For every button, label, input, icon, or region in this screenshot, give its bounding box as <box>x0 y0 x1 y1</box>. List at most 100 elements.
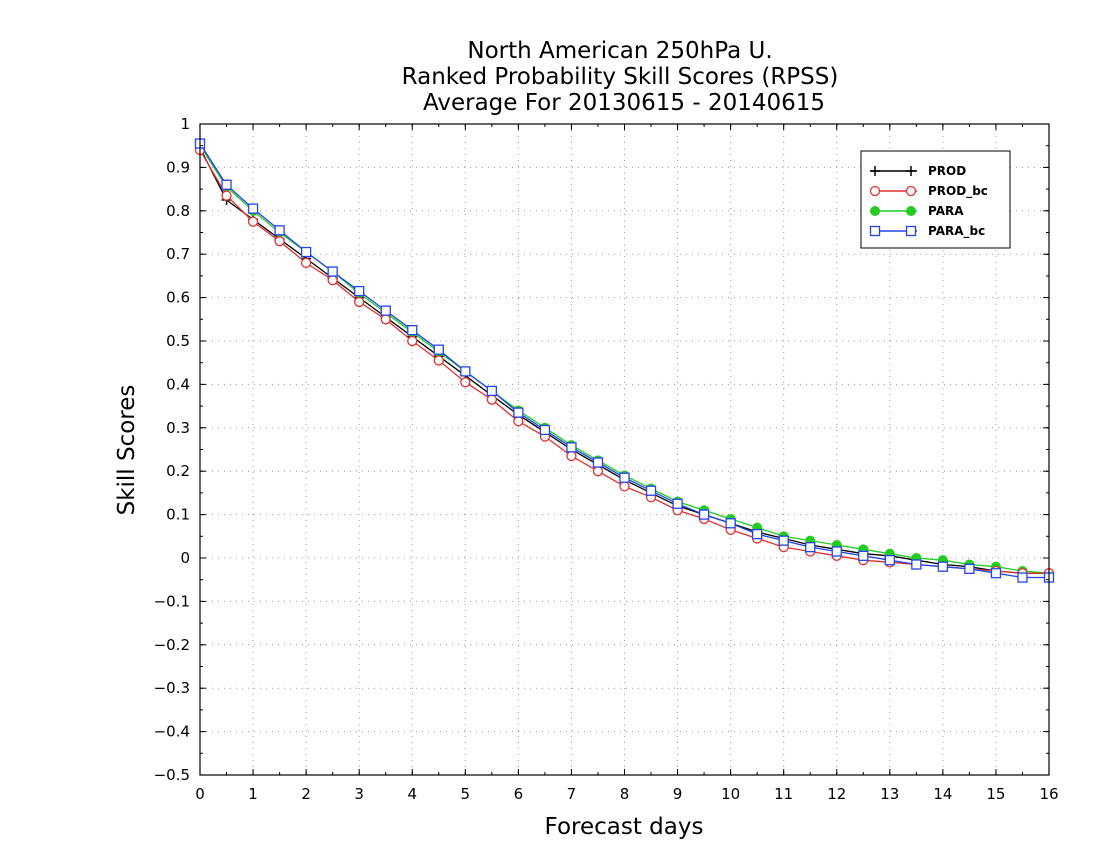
x-tick-label: 4 <box>407 785 417 803</box>
data-point <box>725 518 736 529</box>
legend-marker <box>906 206 916 216</box>
data-point <box>221 179 232 190</box>
data-point <box>327 275 338 286</box>
y-tick-label: 0.7 <box>166 245 190 263</box>
data-point <box>460 377 471 388</box>
data-point <box>964 563 975 574</box>
y-tick-label: 0.9 <box>166 158 190 176</box>
data-point <box>937 561 949 572</box>
x-tick-label: 0 <box>195 785 205 803</box>
x-tick-label: 12 <box>827 785 846 803</box>
legend: PROD PROD_bc PARA PARA_bc <box>860 150 1011 249</box>
x-tick-label: 15 <box>986 785 1005 803</box>
x-tick-label: 10 <box>721 785 740 803</box>
data-point <box>752 528 763 540</box>
legend-marker <box>869 185 881 197</box>
x-tick-label: 3 <box>354 785 364 803</box>
legend-marker <box>870 206 880 216</box>
legend-item: PROD <box>870 164 966 178</box>
data-point <box>274 225 285 236</box>
legend-item: PROD_bc <box>869 184 988 199</box>
data-point <box>698 509 710 520</box>
data-point <box>619 472 630 483</box>
y-tick-label: 0.2 <box>166 462 190 480</box>
data-point <box>486 385 497 397</box>
data-point <box>884 555 895 566</box>
legend-label: PROD <box>928 164 966 178</box>
x-axis-label: Forecast days <box>545 814 704 840</box>
y-tick-label: −0.2 <box>154 636 190 654</box>
legend-marker <box>869 225 881 237</box>
data-point <box>619 481 630 492</box>
data-point <box>221 190 232 201</box>
chart-title: North American 250hPa U. Ranked Probabil… <box>402 38 839 116</box>
data-point <box>354 285 365 297</box>
data-point <box>247 216 259 227</box>
y-tick-label: 0.8 <box>166 202 190 220</box>
legend-item: PARA <box>870 204 964 218</box>
data-point <box>566 442 577 453</box>
data-point <box>805 542 816 553</box>
data-point <box>911 559 922 570</box>
title-line-3: Average For 20130615 - 20140615 <box>423 90 825 116</box>
legend-marker <box>905 185 917 197</box>
axis-ticks <box>199 123 1050 776</box>
data-point <box>672 498 683 509</box>
x-tick-label: 11 <box>774 785 793 803</box>
x-tick-label: 1 <box>248 785 258 803</box>
x-tick-label: 16 <box>1039 785 1058 803</box>
data-point <box>990 568 1002 579</box>
data-point <box>354 296 365 308</box>
y-tick-label: −0.1 <box>154 592 190 610</box>
x-tick-label: 6 <box>514 785 524 803</box>
data-point <box>592 457 604 468</box>
data-point <box>645 485 657 496</box>
data-point <box>460 366 471 377</box>
data-point <box>831 546 842 557</box>
tick-labels: 1 0.9 0.8 0.7 0.6 0.5 0.4 0.3 0.2 0.1 0 −0.1 −0.2 −0.… <box>154 115 1059 803</box>
series-layer <box>194 138 1055 583</box>
y-axis-label: Skill Scores <box>114 385 140 516</box>
series-para-bc <box>194 138 1055 583</box>
x-tick-label: 14 <box>933 785 952 803</box>
data-point <box>327 266 338 277</box>
x-tick-label: 2 <box>301 785 311 803</box>
data-point <box>778 535 789 546</box>
data-point <box>539 424 551 436</box>
y-tick-label: −0.4 <box>154 723 190 741</box>
legend-marker <box>870 166 880 176</box>
legend-marker <box>906 166 916 176</box>
data-point <box>300 257 312 269</box>
y-tick-label: 0.3 <box>166 419 190 437</box>
x-tick-label: 7 <box>567 785 577 803</box>
y-tick-label: 0.6 <box>166 289 190 307</box>
data-point <box>513 407 524 418</box>
x-tick-label: 13 <box>880 785 899 803</box>
x-tick-label: 9 <box>673 785 683 803</box>
y-tick-label: −0.3 <box>154 679 190 697</box>
data-point <box>274 236 285 247</box>
data-point <box>513 416 524 427</box>
x-tick-label: 8 <box>620 785 630 803</box>
legend-marker <box>905 225 917 237</box>
data-point <box>486 394 497 405</box>
y-tick-label: −0.5 <box>154 766 190 784</box>
y-tick-label: 0.4 <box>166 375 190 393</box>
data-point <box>433 344 444 355</box>
legend-label: PARA_bc <box>928 224 985 239</box>
data-point <box>1017 572 1028 583</box>
data-point <box>407 324 418 336</box>
data-point <box>380 314 391 325</box>
legend-label: PROD_bc <box>928 184 988 199</box>
y-tick-label: 0 <box>180 549 190 567</box>
data-point <box>858 550 869 561</box>
y-tick-label: 1 <box>180 115 190 133</box>
legend-item: PARA_bc <box>869 224 985 239</box>
data-point <box>300 246 312 258</box>
data-point <box>566 450 577 462</box>
title-line-1: North American 250hPa U. <box>467 38 772 64</box>
data-point <box>407 335 418 347</box>
y-tick-label: 0.1 <box>166 506 190 524</box>
data-point <box>247 203 259 214</box>
